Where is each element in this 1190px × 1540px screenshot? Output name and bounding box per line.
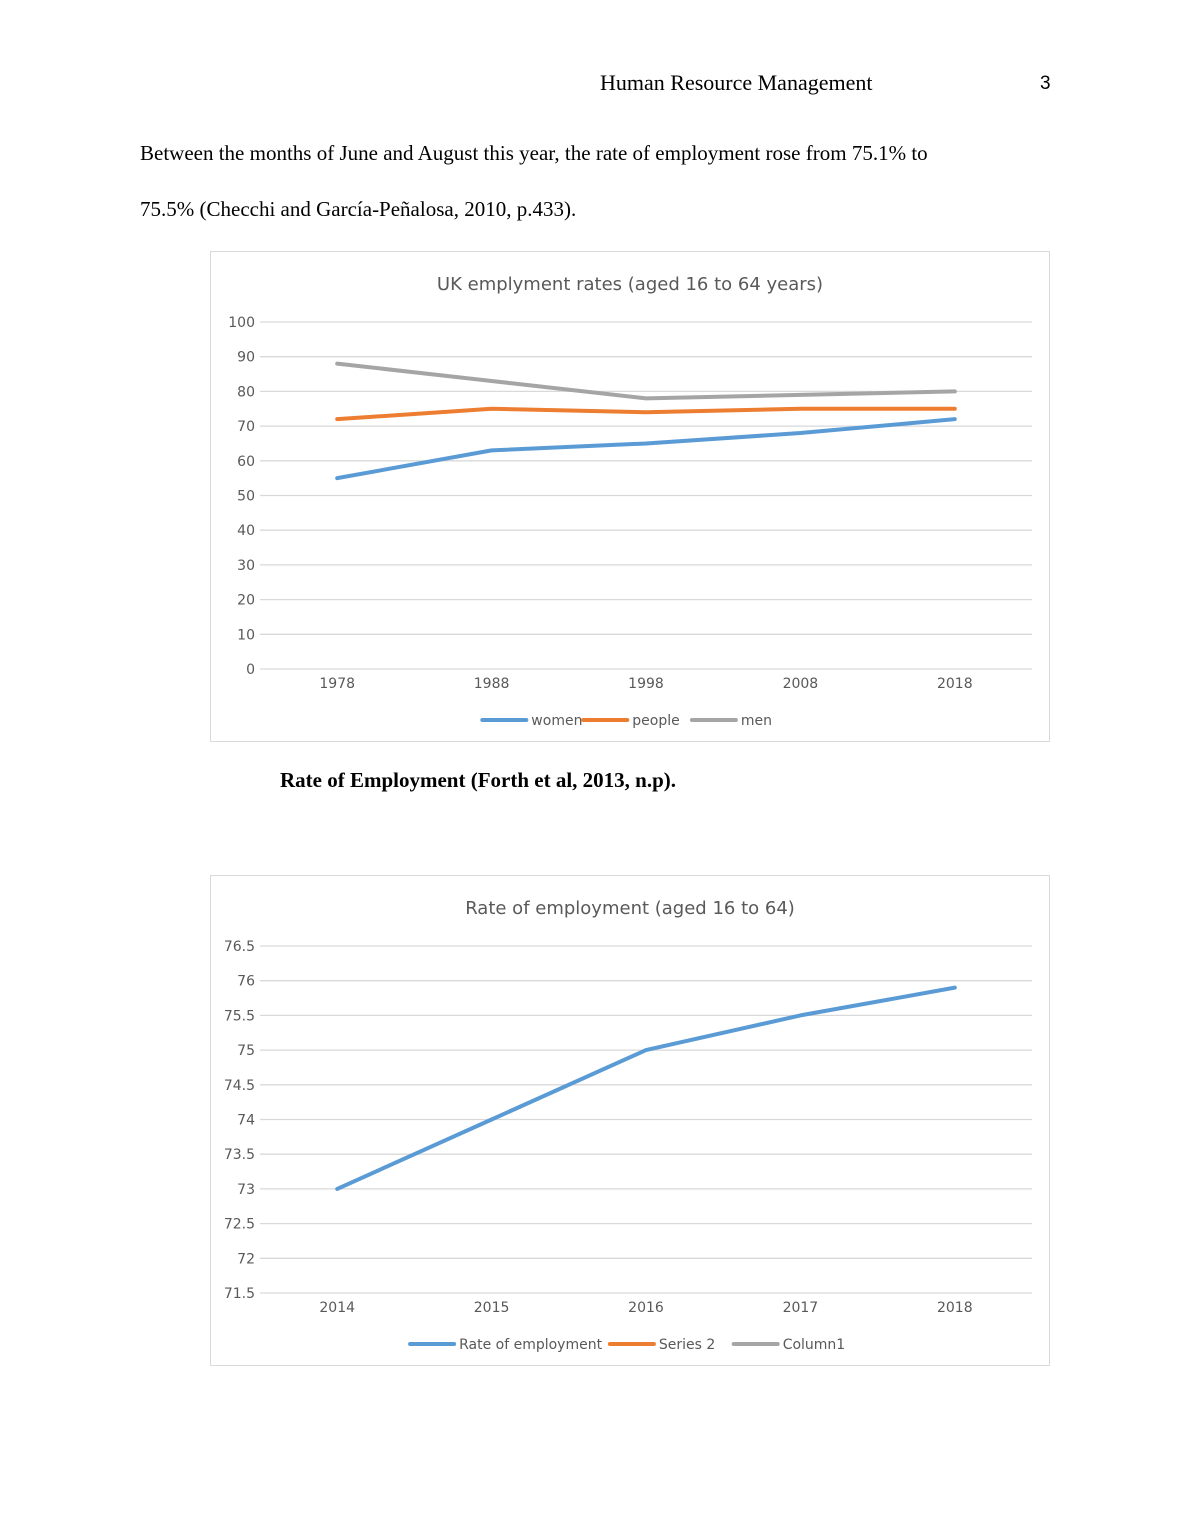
y-tick-label: 30 [237, 558, 255, 574]
y-tick-label: 73 [237, 1182, 255, 1198]
y-tick-label: 20 [237, 593, 255, 609]
page-number: 3 [1040, 73, 1051, 94]
x-tick-label: 2017 [783, 1300, 819, 1316]
y-tick-label: 74.5 [224, 1078, 255, 1094]
chart-svg-uk-employment: UK emplyment rates (aged 16 to 64 years)… [228, 274, 1032, 729]
y-tick-label: 70 [237, 419, 255, 435]
y-tick-label: 60 [237, 454, 255, 470]
y-tick-label: 72.5 [224, 1217, 255, 1233]
figure-caption: Rate of Employment (Forth et al, 2013, n… [280, 768, 677, 792]
chart-svg-rate-of-employment: Rate of employment (aged 16 to 64) 71.5 72… [224, 898, 1032, 1353]
y-tick-label: 71.5 [224, 1286, 255, 1302]
legend-label: women [531, 713, 582, 729]
x-tick-label: 1978 [319, 676, 355, 692]
chart-legend: women people men [480, 713, 772, 729]
x-tick-label: 2015 [474, 1300, 510, 1316]
x-tick-label: 2016 [628, 1300, 664, 1316]
y-tick-label: 40 [237, 523, 255, 539]
x-tick-label: 2014 [319, 1300, 355, 1316]
series-line-people [335, 406, 957, 422]
y-tick-label: 0 [246, 662, 255, 678]
x-tick-label: 1988 [474, 676, 510, 692]
legend-label: people [632, 713, 679, 729]
chart-legend: Rate of employment Series 2 Column1 [408, 1337, 846, 1353]
legend-label: Series 2 [659, 1337, 715, 1353]
chart-title: UK emplyment rates (aged 16 to 64 years) [437, 274, 823, 295]
running-header-title: Human Resource Management [600, 70, 873, 95]
y-tick-label: 80 [237, 384, 255, 400]
chart-rate-of-employment: Rate of employment (aged 16 to 64) 71.5 72… [210, 875, 1050, 1366]
y-tick-label: 75.5 [224, 1008, 255, 1024]
x-tick-label: 2018 [937, 676, 973, 692]
y-tick-label: 72 [237, 1251, 255, 1267]
y-tick-label: 74 [237, 1113, 255, 1129]
series-line-women [335, 417, 957, 481]
legend-label: Rate of employment [459, 1337, 602, 1353]
legend-label: Column1 [783, 1337, 846, 1353]
x-tick-label: 2018 [937, 1300, 973, 1316]
y-tick-label: 76.5 [224, 939, 255, 955]
legend-label: men [741, 713, 772, 729]
chart-title: Rate of employment (aged 16 to 64) [465, 898, 795, 919]
x-tick-label: 1998 [628, 676, 664, 692]
y-tick-label: 100 [228, 315, 255, 331]
y-tick-label: 10 [237, 627, 255, 643]
series-line-men [335, 361, 957, 401]
y-tick-label: 76 [237, 974, 255, 990]
y-tick-label: 90 [237, 350, 255, 366]
x-tick-label: 2008 [783, 676, 819, 692]
paragraph-line-2: 75.5% (Checchi and García-Peñalosa, 2010… [140, 197, 577, 221]
series-line-rate-of-employment [335, 985, 957, 1191]
chart-uk-employment-rates: UK emplyment rates (aged 16 to 64 years)… [210, 251, 1050, 742]
paragraph-line-1: Between the months of June and August th… [140, 141, 928, 165]
y-tick-label: 50 [237, 489, 255, 505]
y-tick-label: 73.5 [224, 1147, 255, 1163]
y-tick-label: 75 [237, 1043, 255, 1059]
